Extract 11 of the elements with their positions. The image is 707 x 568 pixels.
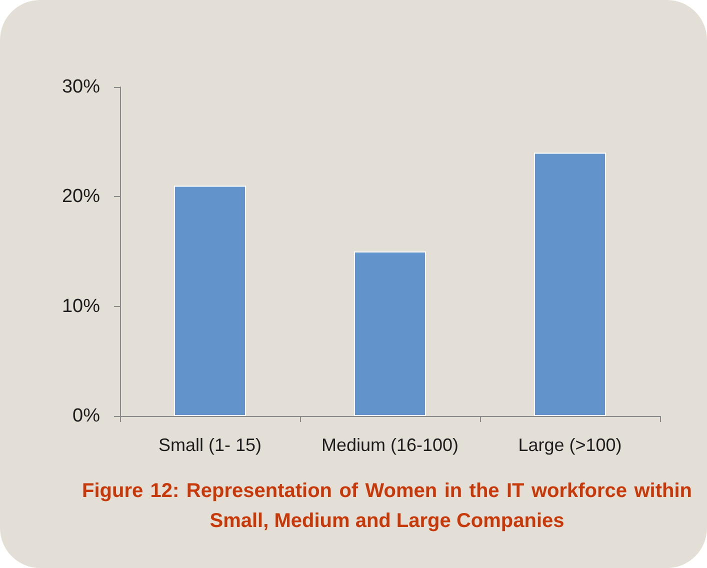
x-tick-label: Large (>100) bbox=[518, 435, 622, 455]
x-tick-label: Medium (16-100) bbox=[321, 435, 459, 455]
y-tick-label: 0% bbox=[72, 406, 100, 426]
bar bbox=[534, 152, 606, 416]
y-tick-label: 10% bbox=[62, 296, 100, 317]
text: Figure 12: Representation of Women in the IT workforce within Small, Medium and Large Companies bbox=[82, 479, 692, 534]
y-tick-label: 20% bbox=[62, 186, 100, 208]
x-tick-label: Small (1- 15) bbox=[158, 435, 262, 455]
bar bbox=[354, 252, 426, 416]
y-tick-label: 30% bbox=[62, 76, 100, 98]
bar bbox=[174, 186, 246, 416]
